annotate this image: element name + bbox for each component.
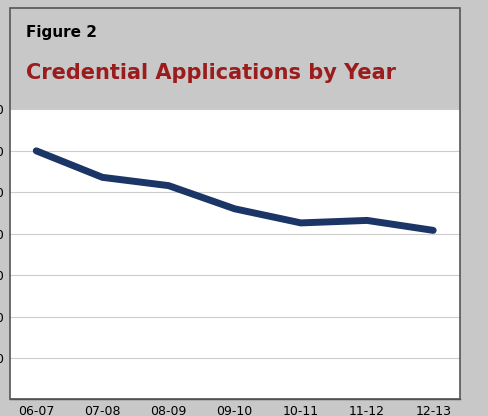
Text: Credential Applications by Year: Credential Applications by Year xyxy=(25,62,395,83)
Text: Figure 2: Figure 2 xyxy=(25,25,96,40)
